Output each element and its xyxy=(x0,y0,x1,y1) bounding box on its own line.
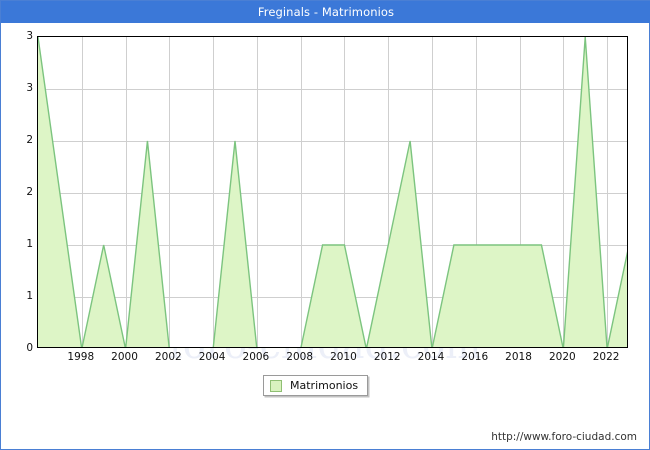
gridline-vertical xyxy=(475,37,477,347)
x-axis-tick-label: 2020 xyxy=(548,351,576,363)
gridline-vertical xyxy=(169,37,171,347)
gridline-vertical xyxy=(563,37,565,347)
gridline-vertical xyxy=(519,37,521,347)
x-axis-tick-label: 2010 xyxy=(330,351,357,363)
window-title-bar: Freginals - Matrimonios xyxy=(1,1,650,23)
gridline-horizontal xyxy=(38,193,627,194)
gridline-vertical xyxy=(300,37,302,347)
x-axis-tick-label: 2018 xyxy=(505,351,532,363)
gridline-vertical xyxy=(256,37,258,347)
gridline-vertical xyxy=(81,37,83,347)
y-axis-tick-label: 0 xyxy=(26,342,33,354)
x-axis-tick-label: 2022 xyxy=(592,351,620,363)
x-axis-tick-label: 2014 xyxy=(417,351,445,363)
footer-url[interactable]: http://www.foro-ciudad.com xyxy=(491,431,637,443)
gridline-horizontal xyxy=(38,89,627,90)
series-matrimonios xyxy=(38,37,627,347)
series-line xyxy=(38,37,627,347)
gridline-vertical xyxy=(213,37,215,347)
x-axis-tick-label: 2006 xyxy=(242,351,270,363)
gridline-horizontal xyxy=(38,141,627,142)
x-axis-tick-label: 2000 xyxy=(111,351,138,363)
x-axis-tick-label: 2004 xyxy=(198,351,226,363)
y-axis-tick-label: 2 xyxy=(26,186,33,198)
x-axis-labels: 1998 2000 2002 2004 2006 2008 2010 2012 2014 2016… xyxy=(37,351,628,367)
chart-legend[interactable]: Matrimonios xyxy=(263,375,369,396)
y-axis-tick-label: 3 xyxy=(26,30,33,42)
gridline-vertical xyxy=(432,37,433,347)
gridline-vertical xyxy=(607,37,609,347)
y-axis-labels: 0 1 1 2 2 3 3 xyxy=(1,30,33,354)
x-axis-tick-label: 2002 xyxy=(154,351,182,363)
plot-wrapper xyxy=(37,36,628,348)
plot-box xyxy=(37,36,628,348)
legend-label-matrimonios: Matrimonios xyxy=(290,379,359,392)
y-axis-tick-label: 3 xyxy=(26,82,33,94)
gridline-vertical xyxy=(388,37,390,347)
gridline-vertical xyxy=(125,37,127,347)
y-axis-tick-label: 2 xyxy=(26,134,33,146)
x-axis-tick-label: 1998 xyxy=(67,351,95,363)
x-axis-tick-label: 2016 xyxy=(461,351,489,363)
page-title: Freginals - Matrimonios xyxy=(257,5,395,19)
x-axis-tick-label: 2008 xyxy=(286,351,314,363)
x-axis-tick-label: 2012 xyxy=(373,351,401,363)
gridline-vertical xyxy=(344,37,346,347)
y-axis-tick-label: 1 xyxy=(26,238,33,250)
legend-swatch-matrimonios xyxy=(270,379,282,392)
y-axis-tick-label: 1 xyxy=(26,290,33,302)
series-area-fill xyxy=(38,37,627,347)
